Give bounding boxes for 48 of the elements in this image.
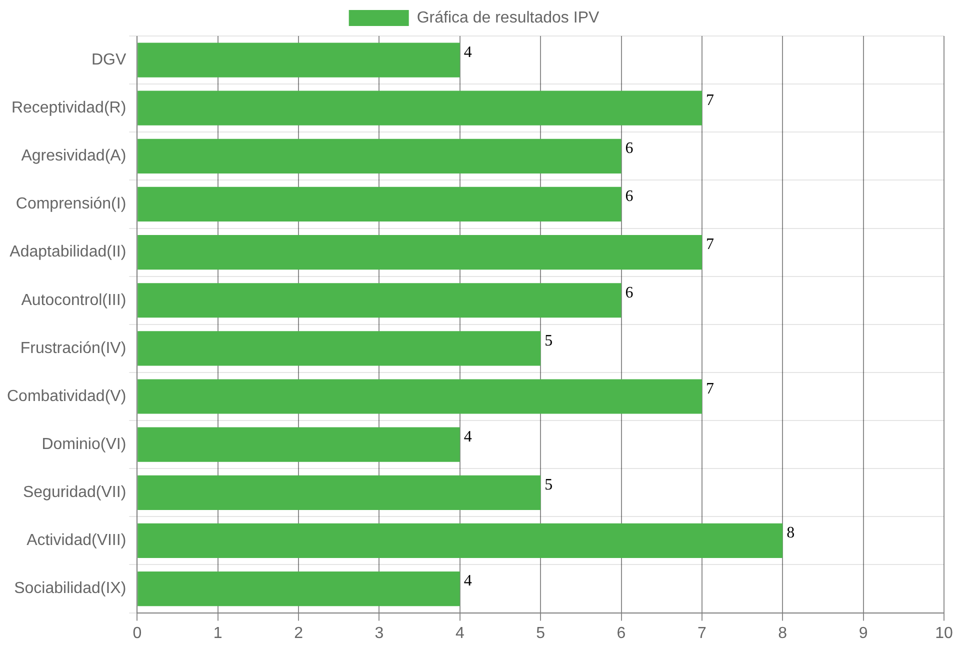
data-label: 8 (786, 524, 795, 542)
y-tick-label: Autocontrol(III) (21, 292, 126, 309)
y-tick-label: Agresividad(A) (21, 148, 126, 165)
x-tick-label: 0 (132, 624, 142, 642)
x-tick-label: 4 (455, 624, 464, 642)
y-tick-label: Frustración(IV) (20, 340, 126, 357)
data-label: 4 (464, 44, 472, 61)
bar (138, 42, 460, 78)
y-tick-label: Adaptabilidad(II) (10, 244, 126, 261)
data-label: 7 (706, 92, 714, 109)
y-tick-label: Actividad(VIII) (26, 532, 126, 550)
bar (138, 283, 622, 318)
bar (138, 138, 622, 174)
x-tick-label: 2 (294, 624, 304, 642)
y-tick-label: Dominio(VI) (42, 436, 126, 453)
x-tick-label: 3 (374, 624, 384, 642)
legend-label: Gráfica de resultados IPV (416, 9, 600, 26)
x-tick-label: 7 (697, 624, 706, 642)
data-label: 4 (464, 428, 472, 446)
bar (138, 234, 702, 270)
y-tick-label: Seguridad(VII) (22, 484, 126, 502)
bar (138, 475, 541, 510)
x-tick-label: 5 (536, 624, 546, 642)
data-label: 4 (464, 572, 472, 590)
data-label: 7 (706, 236, 714, 254)
data-label: 6 (625, 188, 634, 206)
y-tick-label: Comprensión(I) (16, 196, 126, 213)
bar (138, 186, 622, 222)
y-tick-label: Sociabilidad(IX) (14, 580, 126, 598)
bar (138, 331, 541, 366)
bar (138, 523, 783, 558)
x-tick-label: 9 (858, 624, 868, 642)
x-tick-label: 8 (778, 624, 788, 642)
data-label: 7 (706, 380, 714, 398)
x-tick-label: 1 (213, 624, 222, 642)
bar (138, 571, 460, 606)
y-tick-label: Combatividad(V) (7, 388, 126, 405)
bar (138, 379, 702, 414)
y-tick-label: DGV (91, 51, 126, 68)
x-tick-label: 10 (935, 624, 953, 642)
data-label: 6 (625, 140, 634, 158)
data-label: 5 (544, 332, 553, 350)
y-tick-label: Receptividad(R) (11, 100, 126, 117)
data-label: 6 (625, 284, 634, 302)
bar (138, 90, 702, 126)
x-tick-label: 6 (616, 624, 626, 642)
bar (138, 427, 460, 462)
data-label: 5 (544, 476, 553, 494)
